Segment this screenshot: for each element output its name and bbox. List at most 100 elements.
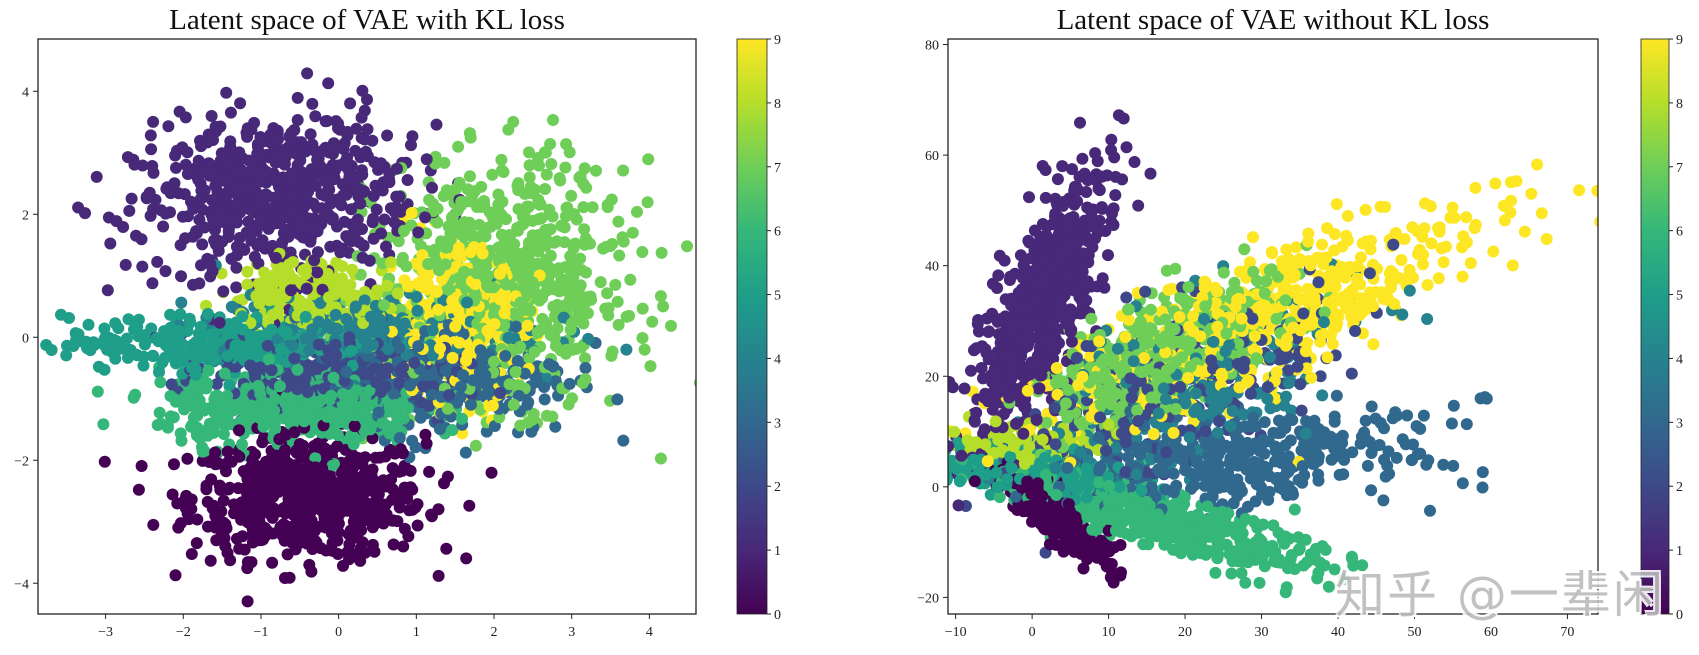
y-tick-label: 0 (22, 331, 29, 346)
data-point-class-4 (364, 310, 377, 323)
data-point-class-1 (121, 151, 134, 164)
data-point-class-1 (975, 362, 988, 374)
data-point-class-1 (367, 232, 380, 245)
data-point-class-1 (426, 181, 438, 194)
data-point-class-7 (521, 200, 534, 213)
data-point-class-9 (434, 342, 446, 355)
data-point-class-1 (252, 218, 265, 231)
data-point-class-1 (240, 226, 253, 239)
data-point-class-1 (356, 223, 368, 235)
data-point-class-8 (260, 284, 273, 297)
data-point-class-1 (225, 252, 238, 265)
data-point-class-1 (419, 211, 432, 224)
data-point-class-7 (464, 225, 477, 238)
data-point-class-7 (446, 210, 459, 223)
data-point-class-0 (288, 426, 301, 439)
data-point-class-0 (214, 483, 227, 496)
data-point-class-5 (70, 333, 83, 346)
data-point-class-4 (361, 341, 374, 354)
data-point-class-1 (1105, 133, 1118, 146)
data-point-class-3 (409, 441, 422, 454)
data-point-class-5 (189, 368, 202, 381)
data-point-class-0 (147, 518, 160, 531)
data-point-class-1 (286, 177, 299, 190)
data-point-class-7 (523, 282, 536, 295)
colorbar (736, 38, 768, 615)
data-point-class-0 (403, 504, 416, 517)
data-point-class-0 (419, 428, 432, 441)
data-point-class-3 (420, 369, 433, 382)
data-point-class-7 (471, 201, 483, 213)
data-point-class-7 (547, 300, 560, 313)
data-point-class-7 (514, 419, 527, 432)
data-point-class-1 (209, 120, 222, 133)
data-point-class-7 (455, 195, 468, 208)
data-point-class-2 (417, 380, 430, 393)
data-point-class-7 (523, 171, 536, 184)
data-point-class-1 (193, 213, 206, 226)
data-point-class-6 (169, 393, 182, 406)
data-point-class-0 (233, 450, 246, 463)
data-point-class-9 (421, 277, 434, 290)
colorbar-tick-label: 3 (774, 416, 781, 431)
data-point-class-4 (358, 294, 371, 307)
data-point-class-1 (119, 258, 132, 271)
data-point-class-0 (266, 556, 279, 569)
data-point-class-1 (160, 182, 173, 195)
data-point-class-1 (1109, 189, 1122, 202)
data-point-class-5 (207, 353, 220, 366)
data-point-class-1 (146, 277, 159, 290)
data-point-class-1 (282, 230, 295, 243)
data-point-class-0 (259, 529, 272, 542)
data-point-class-0 (325, 527, 338, 540)
data-point-class-7 (540, 409, 553, 422)
data-point-class-9 (402, 280, 414, 293)
data-point-class-1 (420, 153, 433, 166)
data-point-class-2 (298, 379, 311, 392)
data-point-class-8 (252, 277, 265, 290)
data-point-class-7 (507, 398, 520, 411)
data-point-class-3 (483, 385, 496, 398)
data-point-class-6 (291, 363, 304, 376)
data-point-class-1 (259, 242, 272, 255)
data-point-class-7 (563, 146, 576, 159)
data-point-class-7 (655, 246, 668, 259)
data-point-class-1 (233, 165, 246, 177)
data-point-class-0 (397, 540, 410, 553)
data-point-class-0 (378, 480, 391, 493)
data-point-class-3 (563, 377, 576, 390)
data-point-class-0 (274, 521, 287, 534)
data-point-class-3 (340, 366, 353, 378)
data-point-class-4 (461, 296, 473, 309)
data-point-class-7 (579, 352, 591, 365)
data-point-class-1 (286, 205, 298, 218)
data-point-class-0 (348, 420, 361, 433)
data-point-class-3 (518, 367, 531, 380)
data-point-class-2 (280, 371, 293, 384)
data-point-class-1 (356, 251, 369, 264)
data-point-class-7 (579, 373, 592, 386)
data-point-class-6 (1288, 503, 1301, 516)
data-point-class-4 (362, 326, 375, 339)
data-point-class-0 (320, 544, 333, 557)
data-point-class-5 (236, 323, 249, 336)
data-point-class-2 (494, 387, 507, 399)
data-point-class-1 (230, 281, 243, 294)
data-point-class-1 (179, 158, 192, 171)
data-point-class-2 (317, 382, 330, 395)
data-point-class-7 (636, 246, 649, 258)
data-point-class-0 (185, 548, 198, 560)
data-point-class-7 (569, 237, 582, 250)
data-point-class-5 (120, 332, 133, 345)
data-point-class-1 (306, 97, 319, 110)
data-point-class-2 (165, 378, 178, 391)
data-point-class-1 (140, 192, 153, 205)
data-point-class-1 (234, 206, 247, 219)
data-point-class-5 (345, 344, 358, 357)
data-point-class-5 (204, 340, 217, 353)
data-point-class-3 (1447, 459, 1460, 472)
data-point-class-7 (544, 223, 557, 236)
data-point-class-6 (185, 420, 198, 433)
data-point-class-8 (321, 267, 334, 280)
data-point-class-6 (210, 412, 223, 425)
